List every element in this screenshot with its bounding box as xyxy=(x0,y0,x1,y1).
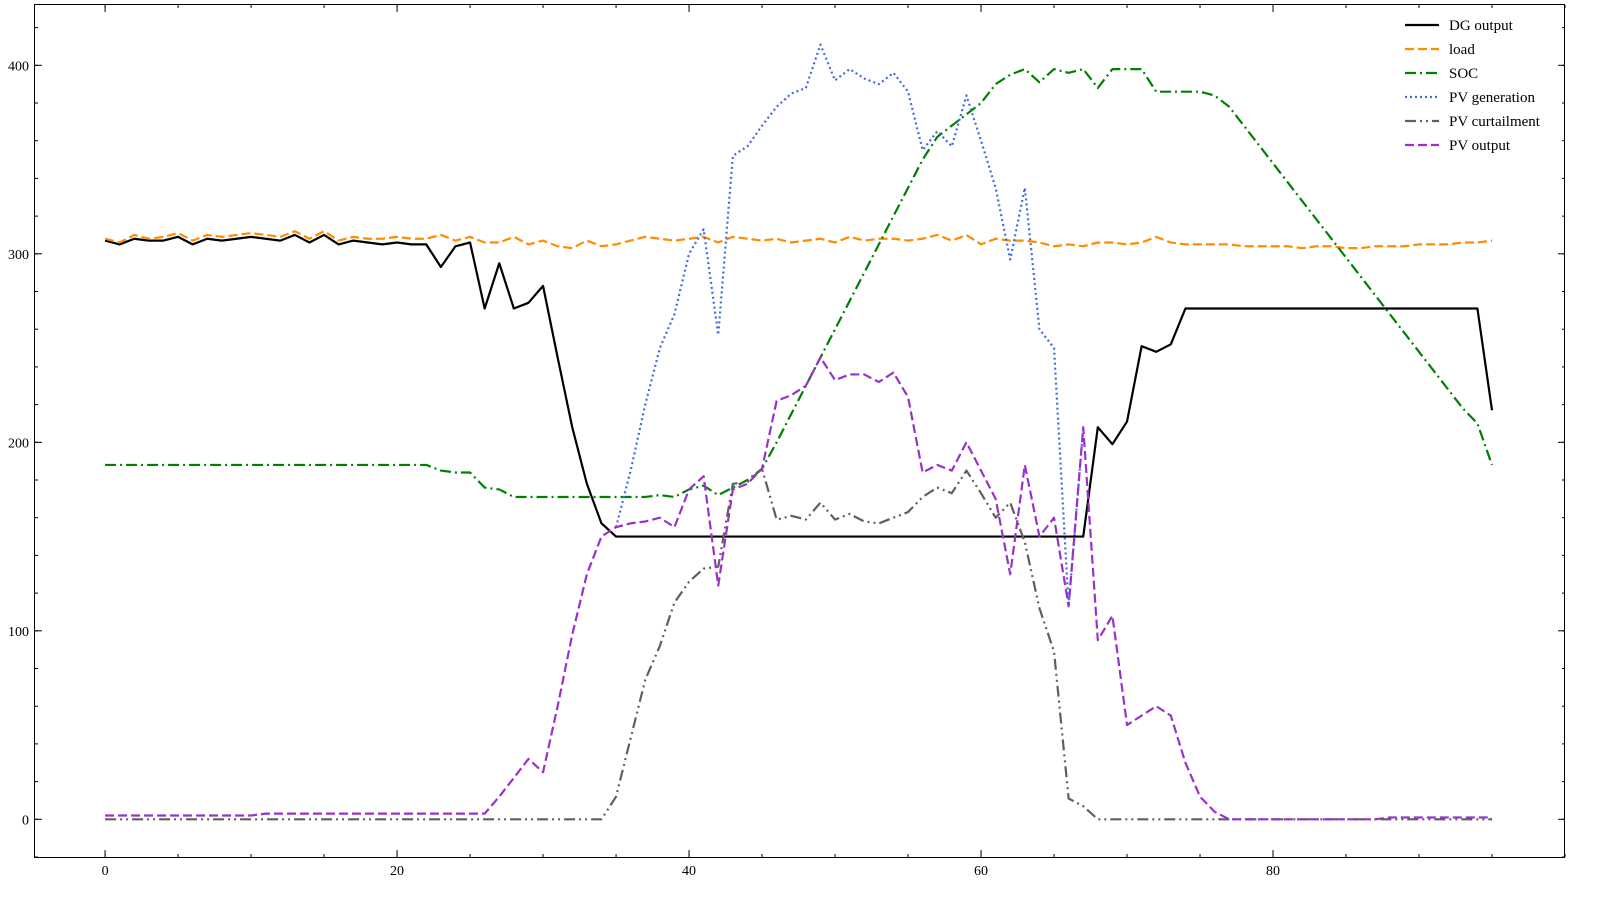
series-line-pv-output xyxy=(105,356,1492,821)
x-tick-label: 0 xyxy=(102,864,109,879)
y-tick-label: 0 xyxy=(22,813,29,828)
legend-label: SOC xyxy=(1449,66,1478,82)
legend-label: DG output xyxy=(1449,18,1514,34)
y-tick-label: 100 xyxy=(8,625,29,640)
x-tick-label: 40 xyxy=(682,864,696,879)
legend: DG output load SOC PV generation PV curtailm… xyxy=(1405,18,1541,154)
legend-label: load xyxy=(1449,42,1475,58)
x-tick-label: 80 xyxy=(1266,864,1280,879)
y-tick-label: 200 xyxy=(8,436,29,451)
plot-frame xyxy=(34,4,1565,858)
series-line-pv-curtailment xyxy=(105,467,1492,821)
x-tick-label: 20 xyxy=(390,864,404,879)
axis-ticks xyxy=(35,5,1566,858)
y-tick-label: 300 xyxy=(8,248,29,263)
legend-label: PV generation xyxy=(1449,90,1535,106)
legend-label: PV output xyxy=(1449,138,1511,154)
axis-tick-labels: 0 20 40 60 80 0 100 200 300 400 xyxy=(8,59,1280,879)
legend-label: PV curtailment xyxy=(1449,114,1541,130)
series-line-soc xyxy=(105,67,1494,499)
series-line-load xyxy=(104,230,1493,250)
series-line-pv-generation xyxy=(614,43,1085,608)
series-line-dg-output xyxy=(104,233,1494,538)
x-tick-label: 60 xyxy=(974,864,988,879)
y-tick-label: 400 xyxy=(8,59,29,74)
series-lines xyxy=(104,43,1494,821)
